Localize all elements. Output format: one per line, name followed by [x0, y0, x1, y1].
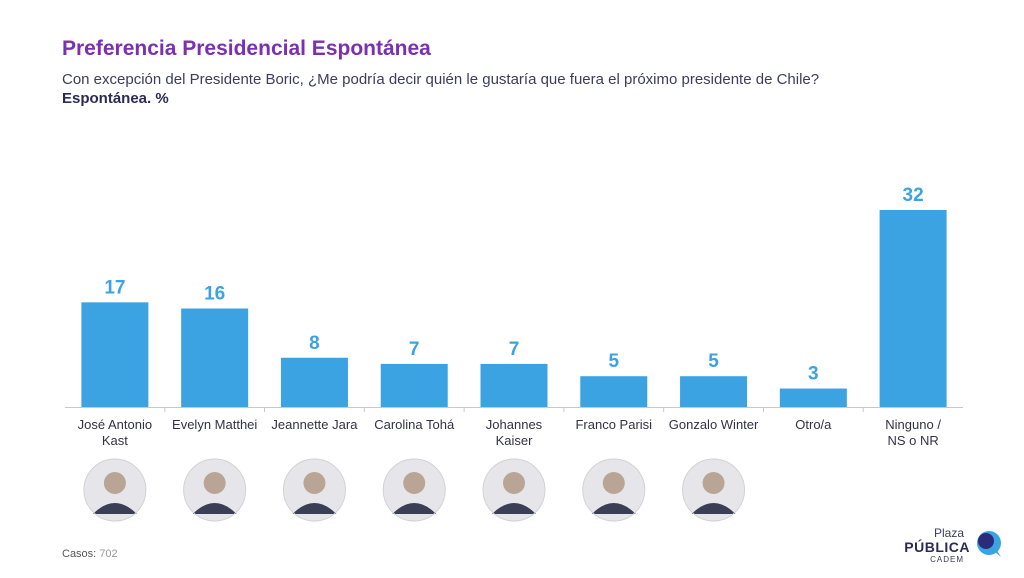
- bar-chart: 17 José Antonio Kast 16 Evelyn Matthei 8 Jeann…: [65, 185, 963, 522]
- candidate-portrait-icon-4: [482, 458, 546, 522]
- category-label-8: Ninguno / NS o NR: [885, 417, 941, 448]
- logo-line-plaza: Plaza: [933, 526, 964, 540]
- candidate-portrait-icon-5: [582, 458, 646, 522]
- cases-label: Casos:: [62, 548, 97, 560]
- value-label-3: 7: [409, 339, 420, 360]
- bar-8: [879, 210, 947, 407]
- value-label-4: 7: [509, 339, 520, 360]
- bar-4: [480, 363, 548, 407]
- chart-title: Preferencia Presidencial Espontánea: [62, 37, 431, 60]
- bar-2: [280, 357, 348, 407]
- logo-line-publica: PÚBLICA: [904, 539, 970, 555]
- candidate-portrait-icon-3: [382, 458, 446, 522]
- candidate-portrait-icon-0: [83, 458, 147, 522]
- bar-7: [779, 388, 847, 407]
- logo-mark-icon: [977, 531, 1001, 557]
- category-label-5: Franco Parisi: [575, 417, 652, 432]
- bar-5: [580, 376, 648, 407]
- bar-3: [380, 363, 448, 407]
- bar-1: [181, 308, 249, 407]
- category-label-4: Johannes Kaiser: [486, 417, 543, 448]
- bar-6: [680, 376, 748, 407]
- unit-label: Espontánea. %: [62, 90, 169, 107]
- logo-line-cadem: CADEM: [930, 555, 964, 564]
- value-label-0: 17: [104, 277, 125, 298]
- candidate-portrait-icon-1: [183, 458, 247, 522]
- value-label-2: 8: [309, 333, 320, 354]
- category-label-2: Jeannette Jara: [271, 417, 358, 432]
- bar-0: [81, 302, 149, 407]
- brand-logo: Plaza PÚBLICA CADEM: [904, 526, 1008, 566]
- value-label-5: 5: [608, 351, 619, 372]
- value-label-8: 32: [903, 185, 924, 206]
- candidate-portrait-icon-6: [682, 458, 746, 522]
- value-label-7: 3: [808, 364, 819, 385]
- category-label-3: Carolina Tohá: [374, 417, 455, 432]
- value-label-1: 16: [204, 284, 225, 305]
- category-label-1: Evelyn Matthei: [172, 417, 257, 432]
- category-label-7: Otro/a: [795, 417, 832, 432]
- value-label-6: 5: [708, 351, 719, 372]
- chart-subtitle: Con excepción del Presidente Boric, ¿Me …: [62, 71, 820, 88]
- cases-count: 702: [99, 548, 118, 560]
- category-label-6: Gonzalo Winter: [669, 417, 759, 432]
- category-label-0: José Antonio Kast: [78, 417, 152, 448]
- footer-cases: Casos: 702: [62, 548, 118, 560]
- candidate-portrait-icon-2: [282, 458, 346, 522]
